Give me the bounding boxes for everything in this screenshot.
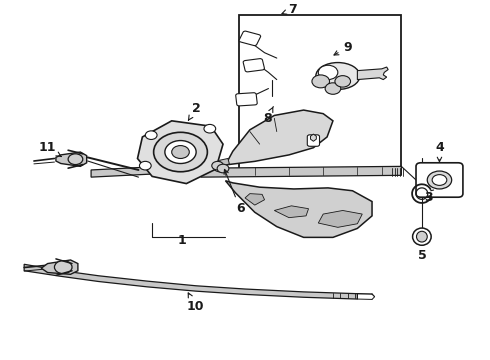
Text: 4: 4 [435, 141, 444, 162]
FancyBboxPatch shape [416, 163, 463, 197]
Circle shape [68, 154, 83, 165]
Circle shape [146, 131, 157, 139]
Ellipse shape [413, 228, 431, 245]
Polygon shape [357, 67, 388, 80]
FancyBboxPatch shape [239, 31, 261, 46]
Circle shape [325, 83, 341, 94]
Text: 7: 7 [282, 3, 297, 16]
Polygon shape [245, 194, 265, 205]
Polygon shape [201, 166, 401, 177]
Circle shape [312, 75, 330, 88]
Ellipse shape [416, 231, 427, 242]
Polygon shape [138, 121, 223, 184]
Text: 2: 2 [189, 102, 200, 120]
Text: 11: 11 [38, 141, 61, 157]
Bar [239, 15, 401, 173]
Polygon shape [91, 166, 162, 177]
Polygon shape [274, 206, 309, 218]
Polygon shape [56, 152, 87, 166]
Circle shape [204, 125, 216, 133]
Polygon shape [225, 181, 372, 237]
Text: 9: 9 [334, 41, 352, 55]
Circle shape [140, 161, 151, 170]
Text: 8: 8 [263, 107, 273, 125]
Circle shape [214, 163, 225, 172]
Circle shape [217, 164, 229, 173]
Polygon shape [225, 110, 333, 165]
FancyBboxPatch shape [236, 93, 257, 106]
Text: 3: 3 [424, 191, 433, 204]
Text: 5: 5 [417, 249, 426, 262]
Circle shape [212, 161, 223, 170]
Polygon shape [311, 134, 317, 141]
Circle shape [335, 76, 350, 87]
Polygon shape [220, 158, 229, 166]
Polygon shape [24, 264, 357, 299]
Ellipse shape [432, 175, 447, 185]
Circle shape [165, 140, 196, 163]
Polygon shape [318, 211, 362, 227]
FancyBboxPatch shape [243, 59, 265, 72]
Polygon shape [41, 260, 78, 274]
Ellipse shape [316, 63, 360, 89]
Circle shape [172, 145, 189, 158]
Circle shape [54, 261, 72, 274]
Ellipse shape [427, 171, 452, 189]
Text: 1: 1 [177, 234, 186, 247]
Text: 6: 6 [224, 170, 245, 215]
FancyBboxPatch shape [307, 135, 319, 146]
Circle shape [154, 132, 207, 172]
Circle shape [318, 65, 338, 80]
Text: 10: 10 [186, 293, 204, 313]
